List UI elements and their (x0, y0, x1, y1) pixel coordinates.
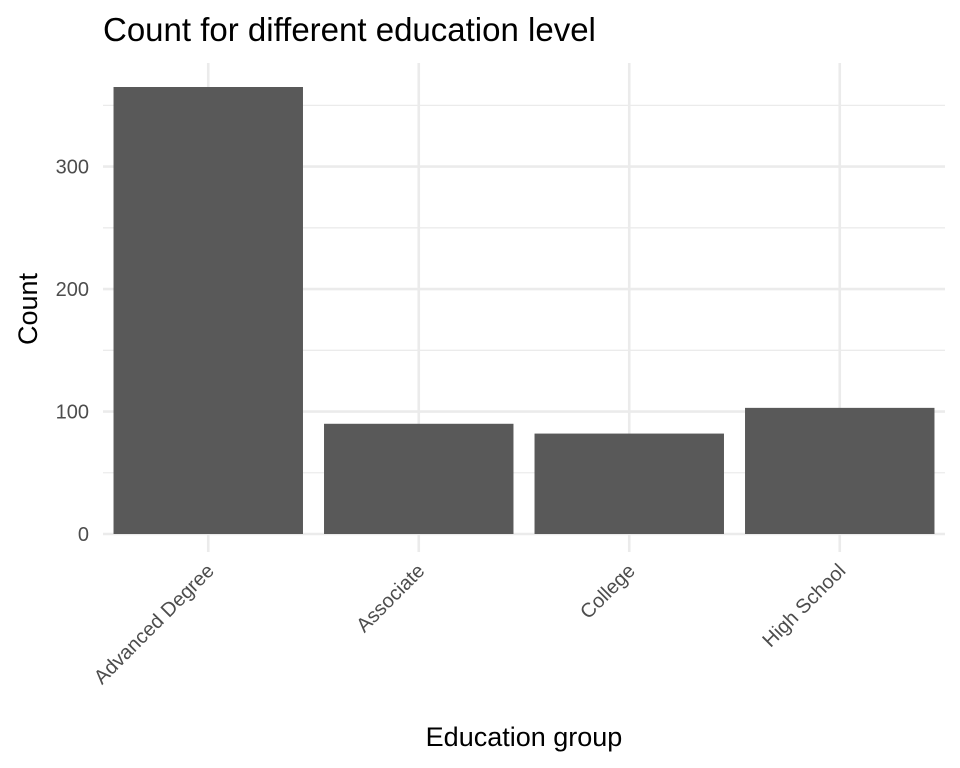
y-tick-label: 200 (56, 279, 89, 301)
y-tick-label: 300 (56, 157, 89, 179)
bar-college (534, 433, 724, 534)
x-tick-label: Associate (352, 560, 429, 637)
x-tick-label: Advanced Degree (90, 560, 219, 689)
x-tick-label: College (576, 560, 640, 624)
bar-associate (324, 423, 514, 534)
x-axis-title: Education group (426, 722, 623, 752)
bar-high-school (745, 407, 935, 534)
y-tick-label: 100 (56, 402, 89, 424)
y-tick-label: 0 (78, 524, 89, 546)
y-axis-ticks: 0 100 200 300 (56, 157, 89, 546)
x-axis-ticks: Advanced Degree Associate College High Scho… (90, 560, 850, 689)
x-tick-label: High School (758, 560, 850, 652)
bars-layer (113, 87, 935, 534)
y-axis-title: Count (13, 272, 43, 345)
bar-advanced-degree (113, 87, 303, 534)
chart-title: Count for different education level (103, 11, 596, 48)
